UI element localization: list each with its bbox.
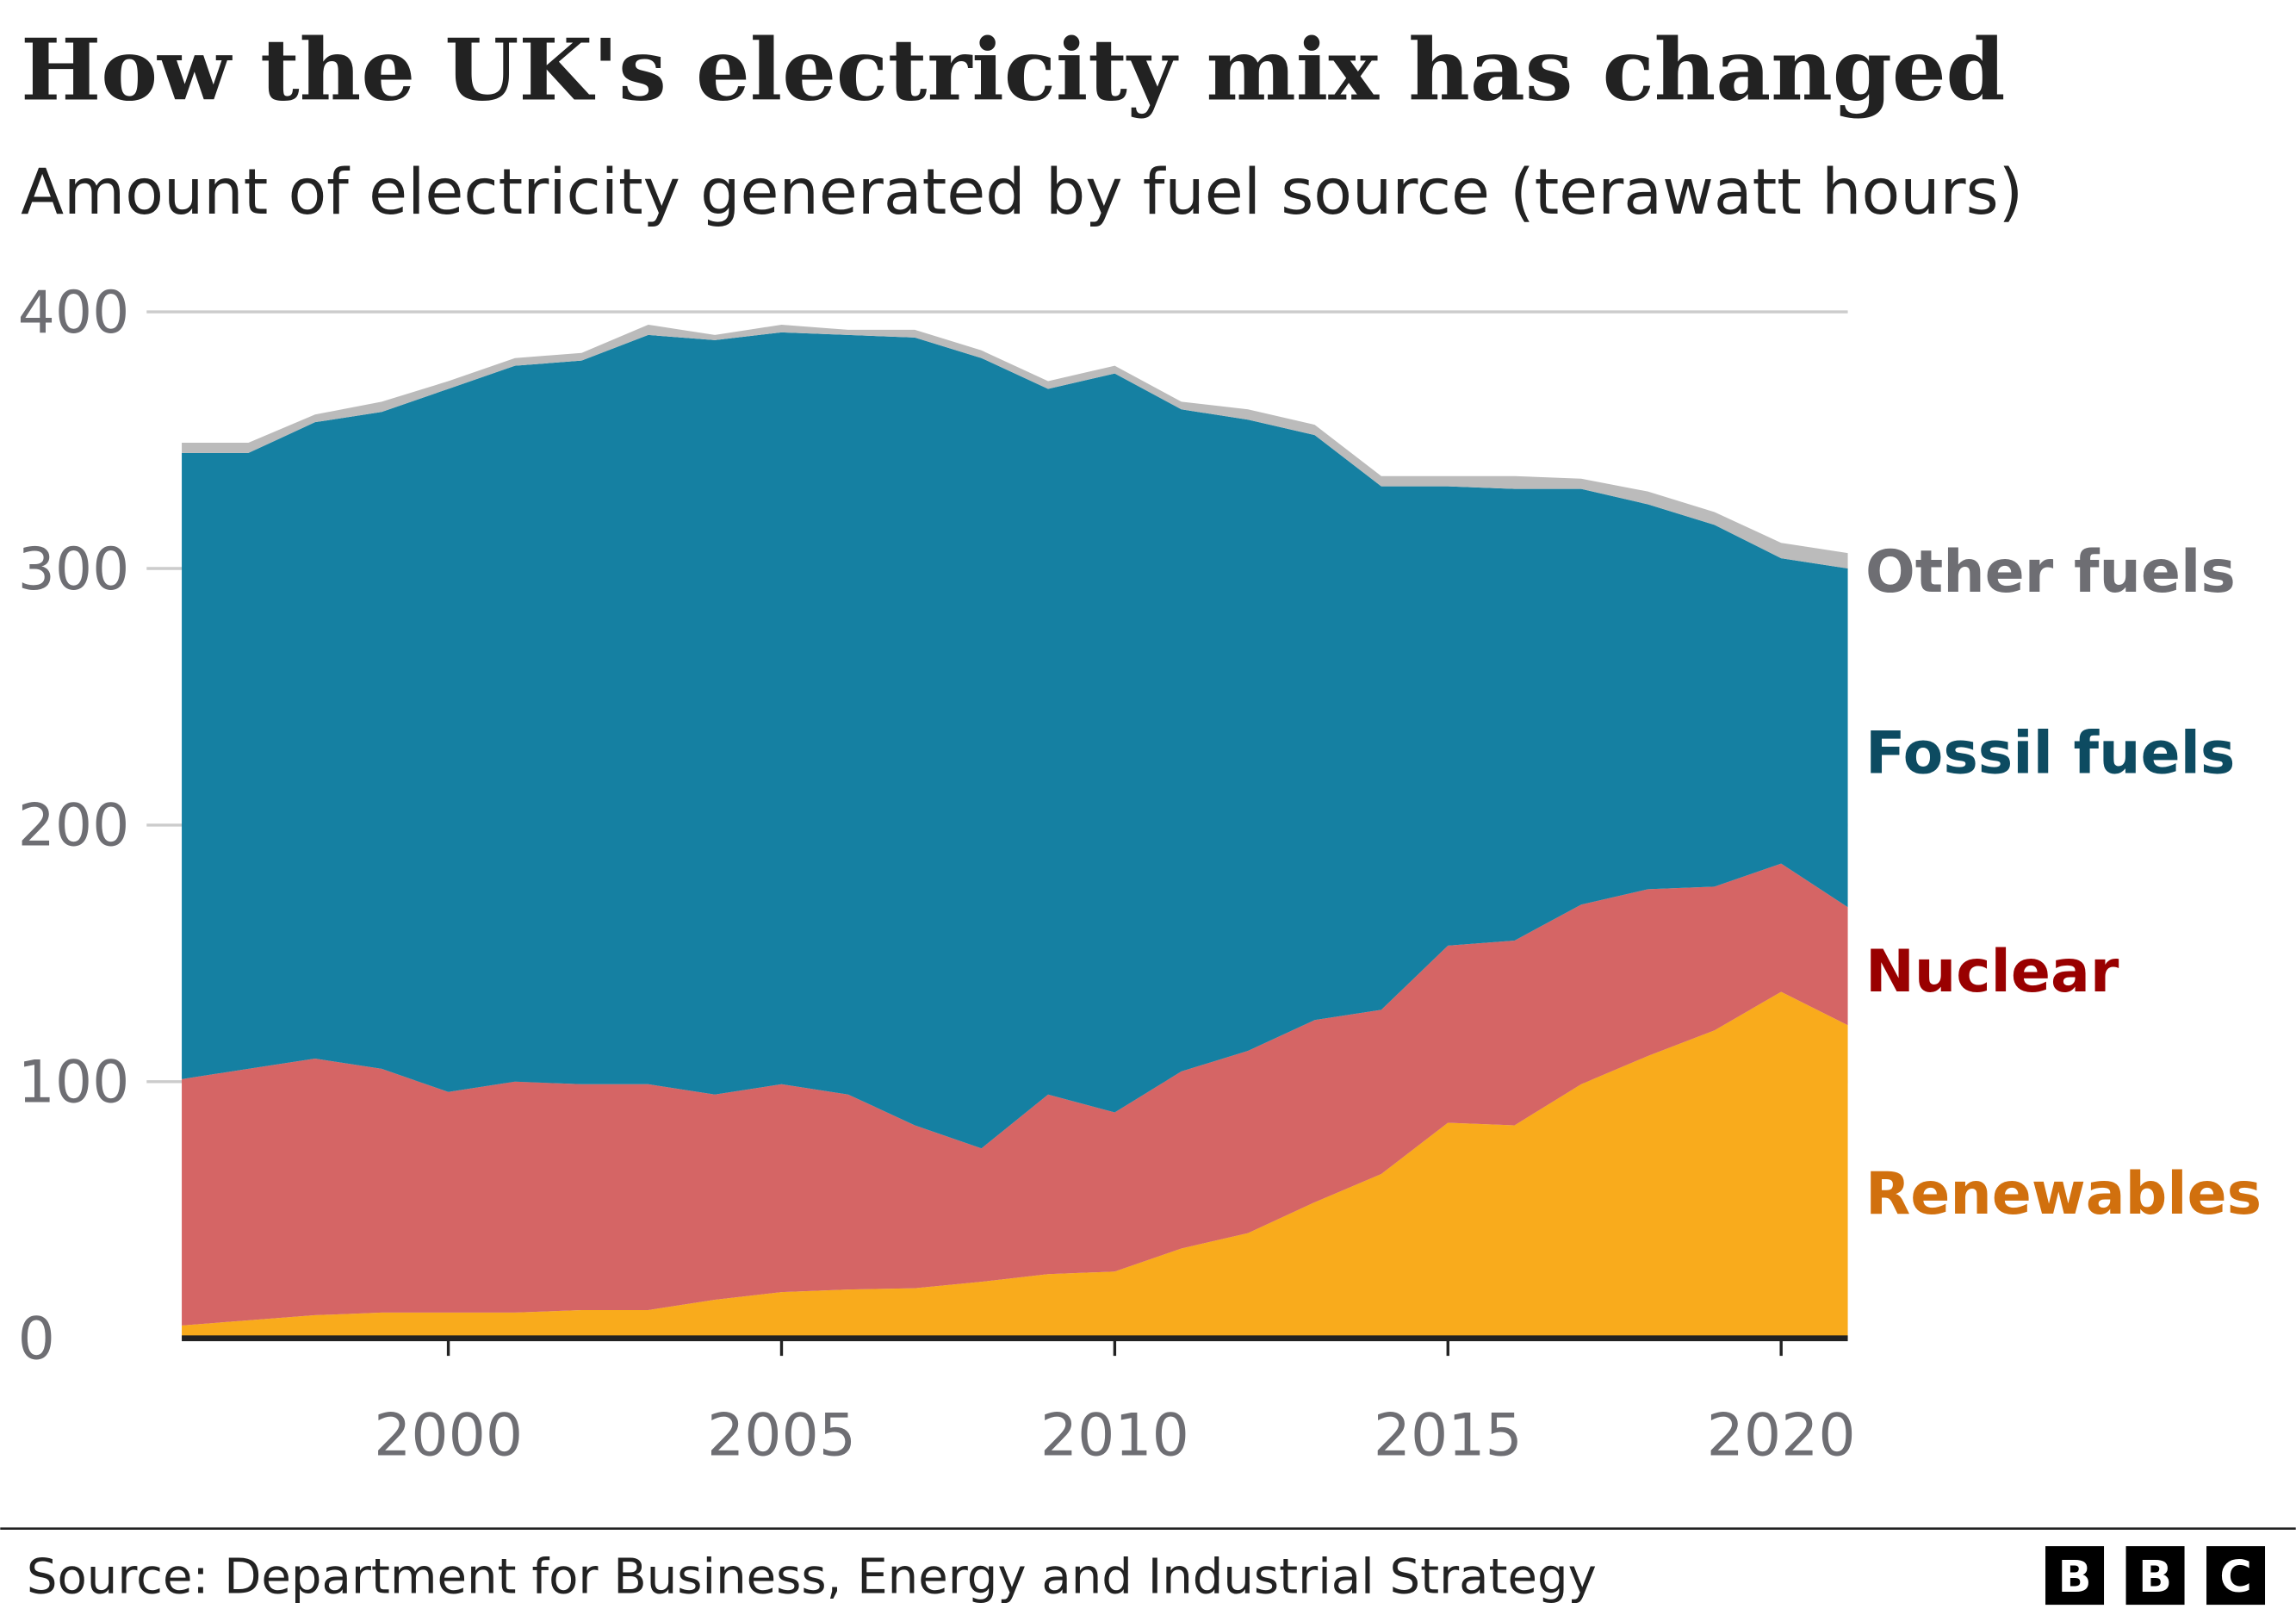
area-nuclear xyxy=(182,863,1848,1326)
chart-subtitle: Amount of electricity generated by fuel … xyxy=(21,156,2023,229)
y-tick-label: 400 xyxy=(18,279,130,347)
svg-text:B: B xyxy=(2138,1552,2172,1603)
y-axis-ticks: 0 100 200 300 400 xyxy=(18,279,130,1374)
label-other-fuels: Other fuels xyxy=(1865,538,2236,606)
label-fossil-fuels: Fossil fuels xyxy=(1865,720,2235,788)
x-tick-label: 2020 xyxy=(1707,1402,1856,1470)
x-axis-ticks: 2000 2005 2010 2015 2020 xyxy=(374,1338,1856,1470)
label-nuclear: Nuclear xyxy=(1865,938,2119,1006)
stacked-areas xyxy=(182,324,1848,1339)
label-renewables: Renewables xyxy=(1865,1160,2262,1228)
source-note: Source: Department for Business, Energy … xyxy=(27,1550,1597,1606)
x-tick-label: 2005 xyxy=(707,1402,856,1470)
chart-title: How the UK's electricity mix has changed xyxy=(21,21,2005,121)
y-tick-label: 300 xyxy=(18,536,130,604)
bbc-logo: B B C xyxy=(2045,1546,2266,1606)
series-labels: Renewables Nuclear Fossil fuels Other fuels xyxy=(1865,538,2262,1228)
x-tick-label: 2015 xyxy=(1374,1402,1523,1470)
svg-text:B: B xyxy=(2058,1552,2092,1603)
area-renewables xyxy=(182,991,1848,1339)
svg-text:C: C xyxy=(2219,1552,2251,1603)
area-other-fuels xyxy=(182,324,1848,568)
area-fossil-fuels xyxy=(182,332,1848,1149)
y-tick-label: 0 xyxy=(18,1306,55,1374)
x-tick-label: 2010 xyxy=(1040,1402,1189,1470)
y-tick-label: 100 xyxy=(18,1049,130,1117)
y-tick-label: 200 xyxy=(18,792,130,860)
x-tick-label: 2000 xyxy=(374,1402,523,1470)
